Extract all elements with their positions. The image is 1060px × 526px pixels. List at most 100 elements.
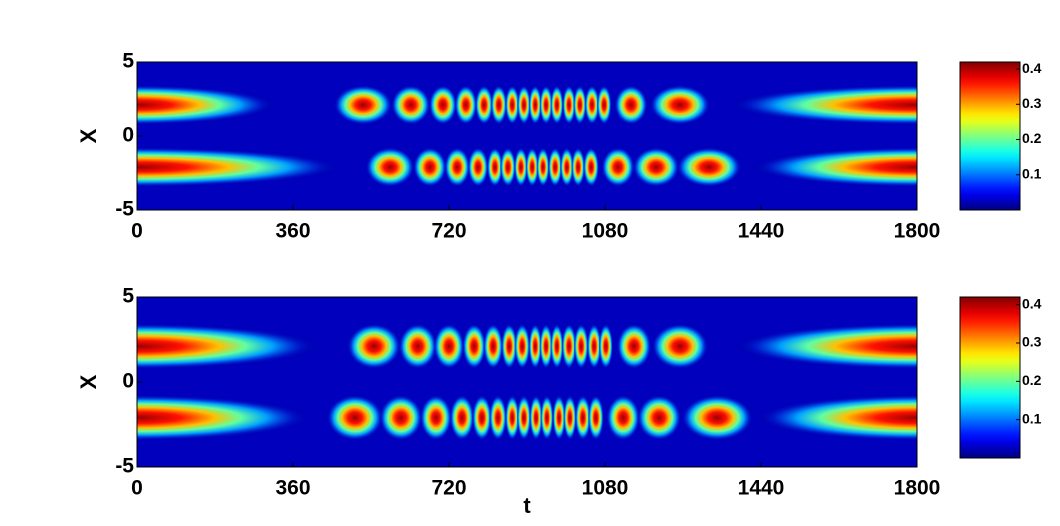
band [137,147,341,188]
soliton-blob [559,147,574,188]
y-tick-label: 0 [122,370,134,393]
soliton-blob [596,84,612,125]
soliton-blob [467,147,489,188]
soliton-blob [474,84,494,125]
soliton-blob [562,84,576,125]
soliton-blob [573,84,587,125]
colorbar-tick-label: 0.3 [1022,334,1042,350]
colorbar-tick-label: 0.1 [1022,410,1042,426]
soliton-blob [449,394,475,441]
colorbar [959,61,1021,211]
soliton-blob [516,394,532,441]
x-tick-label: 1440 [738,220,785,243]
soliton-blob [346,323,402,370]
soliton-blob [505,394,520,441]
colorbar-tick-label: 0.1 [1022,165,1042,181]
soliton-blob [419,394,453,441]
y-tick-label: 5 [122,285,134,308]
soliton-blob [539,323,553,370]
soliton-blob [584,84,600,125]
soliton-blob [540,394,554,441]
x-tick-label: 1440 [738,477,785,500]
soliton-blob [514,323,531,370]
soliton-blob [571,147,586,188]
soliton-blob [390,84,431,125]
x-tick-label: 720 [431,220,466,243]
colorbar-tick-label: 0.2 [1022,130,1042,146]
soliton-blob [606,394,641,441]
soliton-blob [528,84,542,125]
soliton-blob [550,84,564,125]
soliton-blob [499,147,516,188]
soliton-blob [483,323,504,370]
band [752,147,917,188]
soliton-blob [574,394,591,441]
soliton-blob [490,84,508,125]
y-axis-label: X [76,128,101,143]
soliton-blob [398,323,438,370]
soliton-blob [433,323,465,370]
soliton-blob [486,147,503,188]
soliton-blob [365,147,415,188]
soliton-blob [528,323,542,370]
soliton-blob [563,394,577,441]
soliton-blob [651,323,709,370]
soliton-blob [598,323,614,370]
soliton-blob [428,84,458,125]
y-tick-label: 5 [122,50,134,73]
soliton-blob [462,323,486,370]
band [137,323,319,370]
soliton-blob [681,394,754,441]
x-tick-label: 0 [131,220,143,243]
x-axis-label: t [523,493,531,518]
band [756,394,917,441]
heatmap [137,62,917,210]
soliton-blob [587,394,604,441]
soliton-blob [552,394,566,441]
soliton-blob [539,84,553,125]
soliton-blob [379,394,423,441]
heatmap-background [137,62,917,210]
x-tick-label: 360 [275,477,310,500]
colorbar-tick-label: 0.2 [1022,372,1042,388]
soliton-blob [501,323,518,370]
band [735,323,917,370]
soliton-blob [513,147,528,188]
soliton-blob [333,84,393,125]
x-tick-label: 1080 [582,477,629,500]
y-axis-label: X [76,374,101,389]
soliton-blob [489,394,507,441]
band [730,84,917,125]
colorbar [959,296,1021,459]
soliton-blob [561,323,577,370]
soliton-blob [444,147,471,188]
colorbar-tick-label: 0.4 [1022,295,1042,311]
colorbar-tick-label: 0.3 [1022,95,1042,111]
soliton-blob [616,323,652,370]
heatmap-background [137,297,917,467]
soliton-blob [614,84,648,125]
soliton-blob [676,147,742,188]
soliton-blob [547,147,563,188]
y-tick-label: 0 [122,124,134,147]
x-tick-label: 1800 [894,477,941,500]
soliton-blob [471,394,492,441]
colorbar-tick-label: 0.4 [1022,60,1042,76]
soliton-blob [454,84,478,125]
x-tick-label: 1800 [894,220,941,243]
soliton-blob [413,147,447,188]
soliton-blob [550,323,564,370]
soliton-blob [573,323,589,370]
x-tick-label: 0 [131,477,143,500]
soliton-blob [516,84,531,125]
heatmap [137,297,917,467]
soliton-blob [536,147,550,188]
band [137,394,311,441]
soliton-blob [632,147,680,188]
y-tick-label: -5 [115,198,134,221]
band [137,84,276,125]
soliton-blob [529,394,543,441]
soliton-blob [583,147,600,188]
soliton-blob [326,394,384,441]
